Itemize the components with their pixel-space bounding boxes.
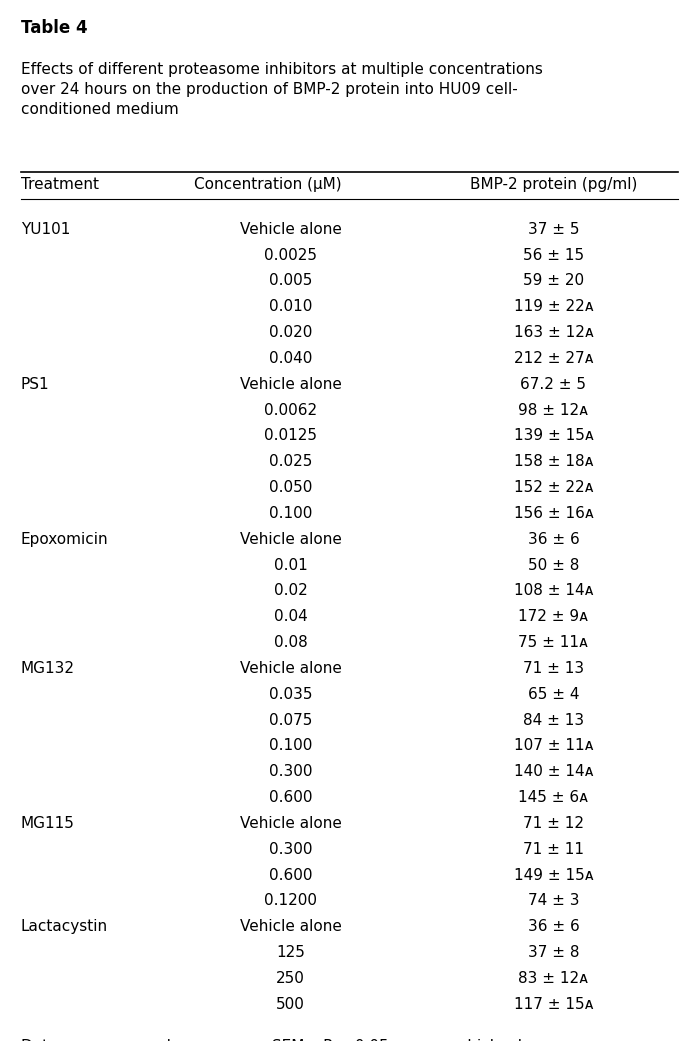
Text: 158 ± 18ᴀ: 158 ± 18ᴀ (514, 454, 594, 469)
Text: 98 ± 12ᴀ: 98 ± 12ᴀ (519, 403, 589, 417)
Text: 37 ± 5: 37 ± 5 (528, 222, 579, 236)
Text: MG132: MG132 (21, 661, 75, 676)
Text: 0.100: 0.100 (269, 738, 312, 754)
Text: 500: 500 (276, 996, 305, 1012)
Text: 0.010: 0.010 (269, 299, 312, 314)
Text: 71 ± 12: 71 ± 12 (523, 816, 584, 831)
Text: 59 ± 20: 59 ± 20 (523, 274, 584, 288)
Text: 37 ± 8: 37 ± 8 (528, 945, 579, 960)
Text: 0.600: 0.600 (269, 790, 312, 805)
Text: 0.300: 0.300 (269, 764, 312, 780)
Text: 65 ± 4: 65 ± 4 (528, 687, 579, 702)
Text: 140 ± 14ᴀ: 140 ± 14ᴀ (514, 764, 594, 780)
Text: 0.01: 0.01 (274, 558, 307, 573)
Text: BMP-2 protein (pg/ml): BMP-2 protein (pg/ml) (470, 177, 637, 192)
Text: Data are expressed as means ± SEM. ᴀP < 0.05 versus vehicle alone.: Data are expressed as means ± SEM. ᴀP < … (21, 1039, 555, 1041)
Text: 0.100: 0.100 (269, 506, 312, 520)
Text: 0.075: 0.075 (269, 712, 312, 728)
Text: Table 4: Table 4 (21, 19, 88, 37)
Text: 75 ± 11ᴀ: 75 ± 11ᴀ (519, 635, 589, 650)
Text: 139 ± 15ᴀ: 139 ± 15ᴀ (514, 429, 594, 443)
Text: 0.050: 0.050 (269, 480, 312, 496)
Text: 119 ± 22ᴀ: 119 ± 22ᴀ (514, 299, 594, 314)
Text: 0.040: 0.040 (269, 351, 312, 366)
Text: 107 ± 11ᴀ: 107 ± 11ᴀ (514, 738, 594, 754)
Text: 145 ± 6ᴀ: 145 ± 6ᴀ (519, 790, 589, 805)
Text: 0.0062: 0.0062 (264, 403, 317, 417)
Text: Treatment: Treatment (21, 177, 99, 192)
Text: 0.1200: 0.1200 (264, 893, 317, 909)
Text: 172 ± 9ᴀ: 172 ± 9ᴀ (519, 609, 589, 625)
Text: 0.0125: 0.0125 (264, 429, 317, 443)
Text: 156 ± 16ᴀ: 156 ± 16ᴀ (514, 506, 594, 520)
Text: 36 ± 6: 36 ± 6 (528, 919, 580, 934)
Text: Effects of different proteasome inhibitors at multiple concentrations
over 24 ho: Effects of different proteasome inhibito… (21, 62, 542, 117)
Text: 56 ± 15: 56 ± 15 (523, 248, 584, 262)
Text: 212 ± 27ᴀ: 212 ± 27ᴀ (514, 351, 594, 366)
Text: 117 ± 15ᴀ: 117 ± 15ᴀ (514, 996, 594, 1012)
Text: 0.020: 0.020 (269, 325, 312, 340)
Text: Vehicle alone: Vehicle alone (239, 816, 342, 831)
Text: PS1: PS1 (21, 377, 50, 391)
Text: 83 ± 12ᴀ: 83 ± 12ᴀ (519, 971, 589, 986)
Text: Vehicle alone: Vehicle alone (239, 661, 342, 676)
Text: Concentration (μM): Concentration (μM) (194, 177, 342, 192)
Text: Vehicle alone: Vehicle alone (239, 532, 342, 547)
Text: 0.04: 0.04 (274, 609, 307, 625)
Text: Lactacystin: Lactacystin (21, 919, 108, 934)
Text: YU101: YU101 (21, 222, 70, 236)
Text: 163 ± 12ᴀ: 163 ± 12ᴀ (514, 325, 594, 340)
Text: 0.035: 0.035 (269, 687, 312, 702)
Text: 108 ± 14ᴀ: 108 ± 14ᴀ (514, 583, 594, 599)
Text: MG115: MG115 (21, 816, 75, 831)
Text: Vehicle alone: Vehicle alone (239, 919, 342, 934)
Text: 149 ± 15ᴀ: 149 ± 15ᴀ (514, 867, 594, 883)
Text: Vehicle alone: Vehicle alone (239, 222, 342, 236)
Text: Epoxomicin: Epoxomicin (21, 532, 108, 547)
Text: 0.005: 0.005 (269, 274, 312, 288)
Text: 152 ± 22ᴀ: 152 ± 22ᴀ (514, 480, 594, 496)
Text: 50 ± 8: 50 ± 8 (528, 558, 579, 573)
Text: 36 ± 6: 36 ± 6 (528, 532, 580, 547)
Text: 0.600: 0.600 (269, 867, 312, 883)
Text: 71 ± 13: 71 ± 13 (523, 661, 584, 676)
Text: 0.0025: 0.0025 (264, 248, 317, 262)
Text: 0.300: 0.300 (269, 842, 312, 857)
Text: Vehicle alone: Vehicle alone (239, 377, 342, 391)
Text: 125: 125 (276, 945, 305, 960)
Text: 0.02: 0.02 (274, 583, 307, 599)
Text: 71 ± 11: 71 ± 11 (523, 842, 584, 857)
Text: 250: 250 (276, 971, 305, 986)
Text: 0.025: 0.025 (269, 454, 312, 469)
Text: 84 ± 13: 84 ± 13 (523, 712, 584, 728)
Text: 67.2 ± 5: 67.2 ± 5 (521, 377, 587, 391)
Text: 74 ± 3: 74 ± 3 (528, 893, 579, 909)
Text: 0.08: 0.08 (274, 635, 307, 650)
